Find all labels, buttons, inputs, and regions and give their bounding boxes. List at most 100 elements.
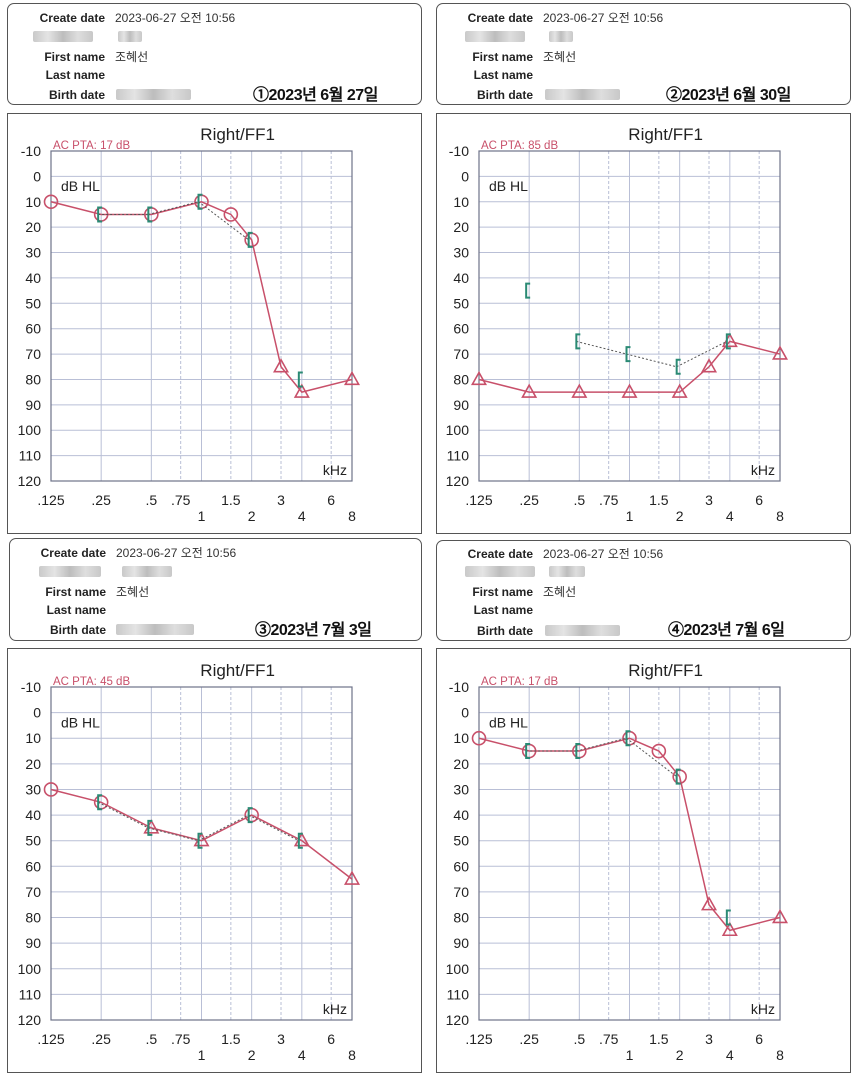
audiogram-panel-1: Right/FF1 AC PTA: 17 dB -10 0 10 20 30 40 50 60 70… (7, 113, 422, 534)
plot-border (478, 686, 781, 1021)
chart-title: Right/FF1 (200, 125, 275, 144)
redacted-field (549, 31, 573, 42)
audiogram-chart: Right/FF1 AC PTA: 17 dB -10 0 10 20 30 40 50 60 70… (446, 661, 789, 1063)
y-axis-label: dB HL (489, 178, 528, 194)
y-tick-label: 10 (25, 730, 41, 746)
x-tick-label: 4 (726, 508, 734, 524)
y-tick-label: 70 (453, 884, 469, 900)
x-tick-label: .75 (171, 1031, 191, 1047)
patient-info-box-1: Create date 2023-06-27 오전 10:56 First nam… (7, 3, 422, 105)
ac-line (50, 788, 353, 880)
bc-line (626, 353, 677, 368)
first-name-value: 조혜선 (116, 585, 150, 599)
redacted-field (116, 624, 194, 635)
x-tick-label: 1 (198, 1047, 206, 1063)
plot-border (478, 150, 781, 482)
bc-marker (147, 819, 153, 836)
pta-label: AC PTA: 17 dB (53, 140, 130, 152)
first-name-label: First name (472, 50, 533, 64)
x-tick-label: 8 (776, 1047, 784, 1063)
y-tick-label: 120 (18, 1012, 42, 1028)
y-tick-label: 30 (25, 245, 41, 261)
y-tick-label: 10 (25, 194, 41, 210)
patient-info-box-4: Create date 2023-06-27 오전 10:56 First nam… (436, 540, 851, 641)
bc-marker (525, 743, 531, 760)
x-tick-label: .5 (573, 492, 585, 508)
grid (478, 686, 781, 1021)
x-tick-label: .25 (91, 492, 111, 508)
ac-marker-triangle (621, 383, 638, 398)
redacted-field (549, 566, 585, 577)
bc-marker (197, 832, 203, 849)
y-tick-label: 80 (453, 910, 469, 926)
y-tick-label: 20 (453, 219, 469, 235)
y-tick-label: 110 (19, 986, 42, 1002)
x-axis-label: kHz (323, 462, 347, 478)
last-name-label: Last name (46, 603, 106, 617)
audiogram-panel-2: Right/FF1 AC PTA: 85 dB -10 0 10 20 30 40 50 60 70… (436, 113, 851, 534)
birth-date-label: Birth date (476, 624, 533, 638)
audiogram-panel-4: Right/FF1 AC PTA: 17 dB -10 0 10 20 30 40 50 60 70… (436, 648, 851, 1073)
ac-line (50, 200, 353, 393)
x-tick-label: 2 (676, 508, 684, 524)
x-tick-label: .125 (37, 1031, 64, 1047)
x-tick-label: .5 (145, 492, 157, 508)
redacted-field (465, 31, 525, 42)
create-date-value: 2023-06-27 오전 10:56 (543, 547, 664, 561)
x-axis-label: kHz (751, 462, 775, 478)
y-tick-label: 60 (453, 858, 469, 874)
bc-marker (675, 358, 681, 375)
x-tick-label: 8 (776, 508, 784, 524)
audiogram-chart: Right/FF1 AC PTA: 85 dB -10 0 10 20 30 40 50 60 70… (446, 125, 789, 524)
plot-border (50, 150, 353, 482)
redacted-field (122, 566, 172, 577)
ac-marker-triangle (571, 383, 588, 398)
y-tick-label: 90 (25, 397, 41, 413)
x-tick-label: 3 (277, 492, 285, 508)
y-tick-label: 100 (18, 961, 42, 977)
test-date-label: ②2023년 6월 30일 (666, 87, 791, 104)
pta-label: AC PTA: 17 dB (481, 676, 558, 688)
x-tick-label: .125 (465, 492, 492, 508)
create-date-value: 2023-06-27 오전 10:56 (116, 546, 237, 560)
first-name-label: First name (44, 50, 105, 64)
bc-line (576, 340, 627, 355)
y-tick-label: 10 (453, 194, 469, 210)
x-tick-label: 3 (705, 492, 713, 508)
x-tick-label: .25 (519, 1031, 539, 1047)
birth-date-label: Birth date (48, 88, 105, 102)
y-tick-label: 70 (25, 346, 41, 362)
ac-marker-triangle (521, 383, 538, 398)
bc-marker (725, 909, 731, 926)
ac-marker-triangle (293, 383, 310, 398)
grid (50, 686, 353, 1021)
first-name-label: First name (45, 585, 106, 599)
y-tick-label: 70 (25, 884, 41, 900)
bc-marker (575, 333, 581, 350)
y-axis-label: dB HL (61, 178, 100, 194)
y-tick-label: 110 (447, 448, 470, 464)
x-tick-label: 2 (248, 1047, 256, 1063)
y-tick-label: -10 (21, 679, 41, 695)
y-tick-label: 110 (447, 986, 470, 1002)
ac-marker-circle (471, 730, 487, 746)
patient-info-box-2: Create date 2023-06-27 오전 10:56 First nam… (436, 3, 851, 105)
y-tick-label: 100 (446, 422, 470, 438)
bc-line (676, 340, 728, 368)
y-tick-label: 70 (453, 346, 469, 362)
audiogram-panel-3: Right/FF1 AC PTA: 45 dB -10 0 10 20 30 40 50 60 70… (7, 648, 422, 1073)
create-date-value: 2023-06-27 오전 10:56 (115, 11, 236, 25)
test-date-label: ③2023년 7월 3일 (255, 622, 372, 639)
plot-border (50, 686, 353, 1021)
bc-line (148, 827, 199, 842)
y-tick-label: 0 (33, 168, 41, 184)
x-tick-label: 1.5 (649, 492, 669, 508)
y-tick-label: 20 (25, 219, 41, 235)
x-tick-label: .125 (465, 1031, 492, 1047)
bc-line (198, 201, 249, 241)
ac-marker-circle (223, 207, 239, 222)
bc-marker (525, 282, 531, 299)
y-tick-label: 30 (453, 245, 469, 261)
y-tick-label: 90 (25, 935, 41, 951)
y-tick-label: 40 (25, 807, 41, 823)
